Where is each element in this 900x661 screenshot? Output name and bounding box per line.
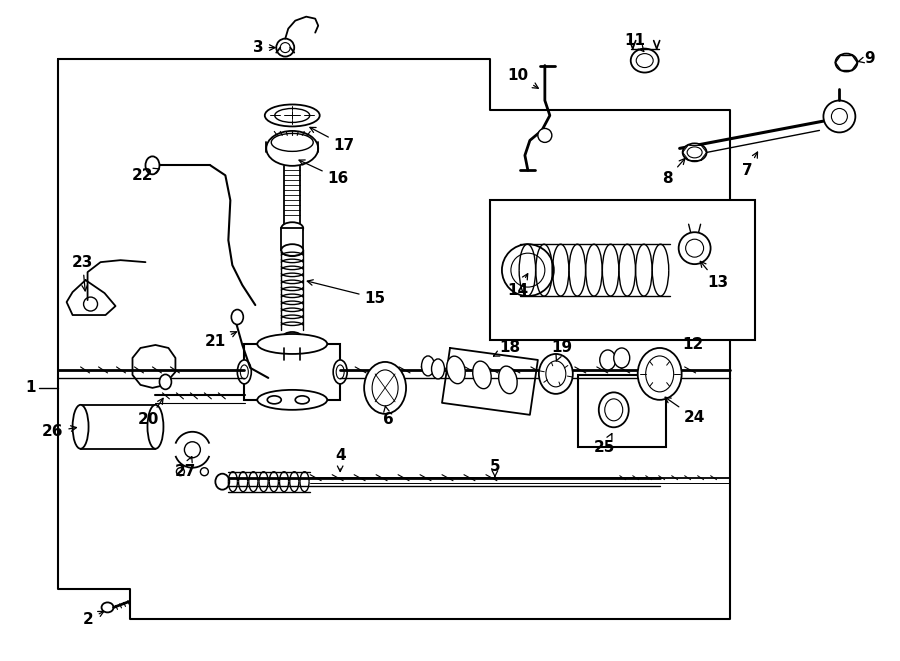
Circle shape [832,108,848,124]
Circle shape [276,38,294,57]
Text: 10: 10 [508,68,538,89]
Ellipse shape [638,348,681,400]
Text: 17: 17 [310,128,355,153]
Ellipse shape [372,370,398,406]
Ellipse shape [283,342,302,354]
Ellipse shape [148,405,164,449]
Ellipse shape [645,356,674,392]
Ellipse shape [159,374,171,389]
Text: 3: 3 [253,40,275,55]
Ellipse shape [265,104,319,126]
Ellipse shape [257,334,328,354]
Text: 24: 24 [665,397,706,425]
Ellipse shape [274,108,310,122]
Text: 18: 18 [493,340,520,356]
Ellipse shape [333,360,347,384]
Ellipse shape [240,365,248,379]
Ellipse shape [215,474,230,490]
Text: 25: 25 [594,434,616,455]
Text: 21: 21 [204,332,237,350]
Ellipse shape [472,361,491,389]
Text: 5: 5 [490,459,500,477]
Ellipse shape [539,354,572,394]
Circle shape [84,297,97,311]
Ellipse shape [266,131,319,166]
Ellipse shape [546,361,566,387]
Ellipse shape [146,157,159,175]
Text: 4: 4 [335,448,346,471]
Ellipse shape [282,244,303,256]
Ellipse shape [295,396,310,404]
Text: 13: 13 [700,261,728,290]
Ellipse shape [102,602,113,612]
Text: 22: 22 [131,168,159,183]
Circle shape [502,244,554,296]
Ellipse shape [238,360,251,384]
Text: 15: 15 [307,280,386,305]
Text: 19: 19 [552,340,572,361]
Text: 20: 20 [138,399,163,427]
Bar [81,405,156,449]
Text: 1: 1 [25,380,36,395]
Ellipse shape [614,348,630,368]
Text: 14: 14 [508,274,528,297]
Ellipse shape [271,134,313,151]
Ellipse shape [636,54,653,67]
Ellipse shape [605,399,623,421]
Text: 26: 26 [42,424,76,440]
Text: 16: 16 [299,160,349,186]
Circle shape [511,253,544,287]
Text: 23: 23 [72,254,94,291]
Text: 7: 7 [742,152,758,178]
Ellipse shape [598,393,629,427]
Circle shape [176,468,184,476]
Circle shape [184,442,201,457]
Text: 11: 11 [625,33,645,52]
Ellipse shape [257,390,328,410]
Ellipse shape [231,309,243,325]
Circle shape [538,128,552,142]
Text: 8: 8 [662,159,685,186]
Bar [490,200,754,340]
Ellipse shape [73,405,88,449]
Circle shape [824,100,855,132]
Ellipse shape [267,396,282,404]
Circle shape [679,232,711,264]
Text: 27: 27 [175,457,196,479]
Ellipse shape [446,356,465,383]
Ellipse shape [499,366,517,394]
Ellipse shape [431,359,445,379]
Ellipse shape [631,49,659,73]
Bar [282,228,303,250]
Ellipse shape [421,356,435,376]
Text: 12: 12 [682,338,703,352]
Circle shape [280,42,290,53]
Bar [244,344,340,400]
Ellipse shape [687,147,702,158]
Bar [578,375,666,447]
Ellipse shape [835,54,858,71]
Ellipse shape [282,222,303,234]
Text: 6: 6 [382,406,393,427]
Ellipse shape [283,332,302,344]
Ellipse shape [364,362,406,414]
Ellipse shape [599,350,616,370]
Ellipse shape [682,143,707,161]
Text: 9: 9 [859,51,875,66]
Text: 2: 2 [83,611,104,627]
Ellipse shape [337,365,344,379]
Circle shape [686,239,704,257]
Circle shape [201,468,209,476]
